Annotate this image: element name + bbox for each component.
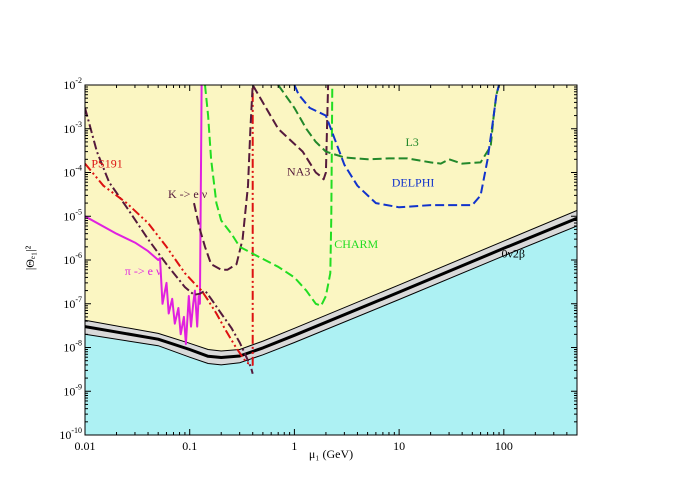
series-k-e bbox=[85, 107, 254, 375]
x-tick-label: 0.01 bbox=[75, 439, 96, 453]
annotation-label: π -> e ν bbox=[125, 264, 162, 278]
series-ps191 bbox=[85, 85, 254, 366]
annotation-label: L3 bbox=[405, 135, 418, 149]
series-0-2 bbox=[85, 216, 577, 359]
series-l3 bbox=[277, 85, 500, 165]
x-axis-label: μ₁ (GeV) bbox=[309, 447, 353, 461]
allowed-region bbox=[85, 85, 577, 351]
series-charm bbox=[204, 85, 334, 307]
y-tick-label: 10-9 bbox=[63, 382, 82, 398]
x-tick-label: 1 bbox=[291, 439, 297, 453]
series-delphi bbox=[293, 85, 500, 209]
excluded-region bbox=[85, 226, 577, 435]
y-tick-label: 10-4 bbox=[63, 164, 82, 180]
x-tick-label: 0.1 bbox=[182, 439, 197, 453]
annotation-label: CHARM bbox=[334, 237, 378, 251]
y-axis-label: |Θₑ₁|² bbox=[23, 245, 37, 270]
series-na3 bbox=[193, 85, 330, 271]
band-lower-edge bbox=[85, 225, 577, 366]
annotation-label: 0ν2β bbox=[501, 246, 525, 260]
x-tick-label: 10 bbox=[393, 439, 405, 453]
y-tick-label: 10-5 bbox=[63, 207, 82, 223]
y-tick-label: 10-2 bbox=[63, 76, 82, 92]
y-tick-label: 10-3 bbox=[63, 120, 82, 136]
y-tick-label: 10-6 bbox=[63, 251, 82, 267]
y-tick-label: 10-8 bbox=[63, 339, 82, 355]
annotation-label: DELPHI bbox=[392, 175, 435, 189]
x-tick-label: 100 bbox=[495, 439, 513, 453]
y-tick-label: 10-7 bbox=[63, 295, 82, 311]
annotation-label: K -> e ν bbox=[168, 187, 208, 201]
y-tick-label: 10-10 bbox=[59, 426, 82, 442]
series-e bbox=[85, 85, 203, 345]
band-upper-edge bbox=[85, 210, 577, 352]
annotation-label: PS191 bbox=[91, 157, 122, 171]
annotation-label: NA3 bbox=[287, 165, 310, 179]
